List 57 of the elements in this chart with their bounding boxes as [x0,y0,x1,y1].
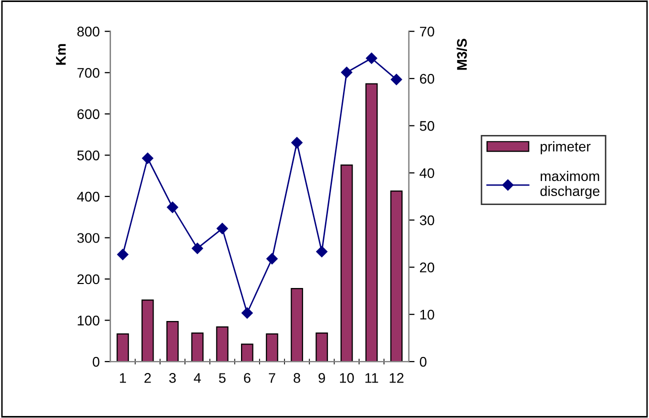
point [216,222,228,234]
point [291,137,303,148]
y-tick-label: 0 [92,356,100,367]
point [117,248,128,260]
x-tick-label: 7 [268,373,276,383]
bar [365,83,378,362]
bar [216,326,228,362]
y2-tick-label: 60 [420,74,434,84]
x-tick-label: 8 [294,373,300,383]
point [142,152,154,164]
y-tick-label: 700 [77,68,100,78]
y-tick-label: 500 [77,150,100,160]
x-tick-label: 10 [340,373,354,383]
y-tick-label: 600 [77,109,100,120]
bar [141,300,154,362]
x-tick-label: 4 [194,373,201,383]
x-tick-label: 1 [120,373,126,383]
x-tick-label: 2 [144,373,151,383]
bar [266,333,278,362]
point [366,52,378,64]
bar [116,333,129,362]
x-tick-label: 12 [390,373,404,383]
y2-tick-label: 40 [420,168,434,178]
bar [191,332,204,362]
legend-label: primeter [540,141,591,154]
bar [340,164,353,362]
x-tick-label: 11 [365,373,378,383]
y-tick-label: 800 [77,26,100,37]
y2-tick-label: 10 [420,310,434,320]
x-tick-label: 6 [244,373,250,383]
x-tick-label: 9 [318,373,325,383]
point [341,66,352,78]
y2-tick-label: 20 [420,262,434,272]
y2-tick-label: 70 [420,26,434,37]
y2-axis-title: M3/S [456,38,467,70]
y-tick-label: 300 [77,233,100,243]
y-tick-label: 400 [77,192,100,202]
bar [241,344,254,362]
point [242,307,253,319]
y-tick-label: 200 [77,274,100,284]
y2-tick-label: 50 [420,121,434,131]
y2-tick-label: 0 [420,356,426,367]
bar [290,288,304,362]
point [316,246,328,258]
y-tick-label: 100 [78,316,100,326]
legend-label: maximom discharge [540,170,600,199]
y2-tick-label: 30 [420,215,434,226]
bar [316,332,328,362]
point [266,253,278,264]
point [192,242,204,254]
x-tick-label: 5 [218,373,226,383]
point [390,74,402,86]
bar [166,320,179,362]
bar [390,190,403,362]
y-axis-title: Km [56,44,66,65]
x-tick-label: 3 [169,373,176,383]
point [166,202,178,213]
